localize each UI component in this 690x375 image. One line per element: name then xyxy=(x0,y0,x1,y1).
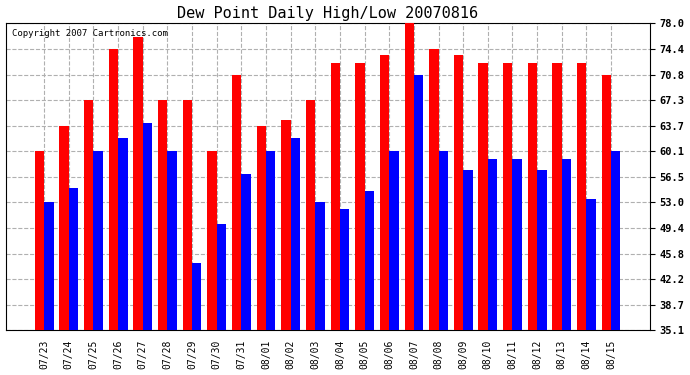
Bar xyxy=(528,63,537,330)
Bar xyxy=(84,100,94,330)
Bar xyxy=(503,63,513,330)
Bar xyxy=(290,138,300,330)
Bar xyxy=(44,202,54,330)
Bar xyxy=(109,49,118,330)
Bar xyxy=(118,138,128,330)
Bar xyxy=(611,151,620,330)
Bar xyxy=(488,159,497,330)
Bar xyxy=(306,100,315,330)
Bar xyxy=(208,151,217,330)
Bar xyxy=(282,120,290,330)
Bar xyxy=(537,170,546,330)
Bar xyxy=(404,23,414,330)
Bar xyxy=(192,263,201,330)
Bar xyxy=(34,151,44,330)
Bar xyxy=(158,100,168,330)
Bar xyxy=(340,209,349,330)
Bar xyxy=(380,56,389,330)
Bar xyxy=(133,38,143,330)
Bar xyxy=(429,49,439,330)
Bar xyxy=(143,123,152,330)
Bar xyxy=(266,151,275,330)
Bar xyxy=(414,75,423,330)
Bar xyxy=(586,199,595,330)
Bar xyxy=(553,63,562,330)
Bar xyxy=(602,75,611,330)
Bar xyxy=(439,151,448,330)
Bar xyxy=(94,151,103,330)
Bar xyxy=(217,224,226,330)
Bar xyxy=(241,174,250,330)
Bar xyxy=(389,151,399,330)
Bar xyxy=(69,188,78,330)
Bar xyxy=(183,100,192,330)
Title: Dew Point Daily High/Low 20070816: Dew Point Daily High/Low 20070816 xyxy=(177,6,478,21)
Bar xyxy=(168,151,177,330)
Bar xyxy=(577,63,586,330)
Bar xyxy=(364,191,374,330)
Bar xyxy=(232,75,241,330)
Bar xyxy=(355,63,364,330)
Bar xyxy=(513,159,522,330)
Bar xyxy=(562,159,571,330)
Bar xyxy=(257,126,266,330)
Text: Copyright 2007 Cartronics.com: Copyright 2007 Cartronics.com xyxy=(12,29,168,38)
Bar xyxy=(478,63,488,330)
Bar xyxy=(315,202,325,330)
Bar xyxy=(331,63,340,330)
Bar xyxy=(454,56,463,330)
Bar xyxy=(463,170,473,330)
Bar xyxy=(59,126,69,330)
